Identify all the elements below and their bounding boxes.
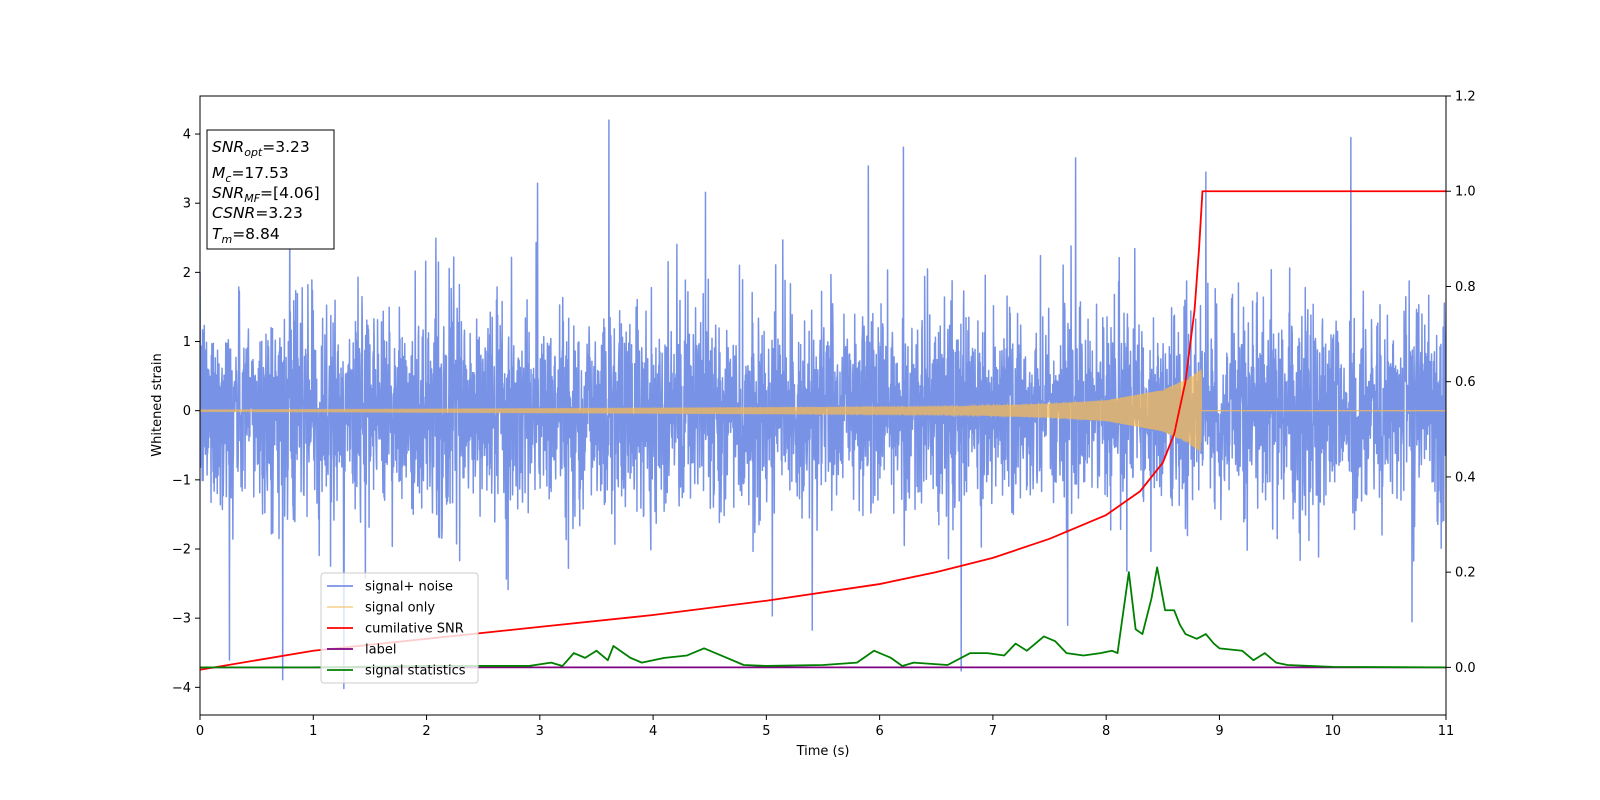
x-tick-label: 11 [1438,724,1455,739]
annotation-line: SNRMF=[4.06] [212,184,320,205]
legend-entry: label [365,643,396,658]
x-tick-label: 4 [649,724,657,739]
annotation-line: Mc=17.53 [212,164,289,185]
annotation-line: Tm=8.84 [212,225,280,246]
annotation-subscript: m [221,233,232,246]
annotation-frame [206,129,335,250]
legend-entry: signal+ noise [365,580,453,595]
annotation-symbol: T [212,225,223,243]
y-left-tick-label: −1 [172,473,191,488]
y-left-tick-label: 0 [183,404,191,419]
y-right-axis-ticks: 0.0 0.2 0.4 0.6 0.8 1.0 1.2 [1446,90,1476,676]
series-signal-only [200,369,1446,452]
x-tick-label: 10 [1324,724,1341,739]
y-right-tick-label: 1.2 [1455,90,1476,105]
y-left-tick-label: −4 [172,681,191,696]
annotation-box: SNRopt=3.23Mc=17.53SNRMF=[4.06]CSNR=3.23… [206,129,335,250]
legend-entry: cumilative SNR [365,622,464,637]
x-tick-label: 8 [1102,724,1110,739]
annotation-subscript: c [225,172,231,185]
annotation-value: =17.53 [231,164,288,182]
x-tick-label: 5 [762,724,770,739]
x-tick-label: 3 [536,724,544,739]
legend-entry: signal statistics [365,664,466,679]
annotation-symbol: M [212,164,225,182]
x-tick-label: 2 [422,724,430,739]
x-tick-label: 1 [309,724,317,739]
y-left-tick-label: 4 [183,128,191,143]
annotation-symbol: SNR [212,138,244,156]
signal-statistics-line [200,566,1446,669]
y-right-tick-label: 0.8 [1455,280,1476,295]
y-right-tick-label: 0.2 [1455,566,1476,581]
series-signal-statistics [200,566,1446,669]
signal-only-line [200,369,1446,452]
annotation-subscript: MF [244,192,260,205]
y-right-tick-label: 0.6 [1455,375,1476,390]
x-axis-label: Time (s) [796,744,850,759]
y-left-axis-ticks: −4 −3 −2 −1 0 1 2 3 4 [172,128,200,696]
x-tick-label: 7 [989,724,997,739]
y-left-tick-label: 3 [183,197,191,212]
series-signal-plus-noise [200,119,1446,690]
legend-frame [320,572,479,684]
signal-plus-noise-line [200,119,1446,690]
annotation-value: =[4.06] [260,184,320,202]
annotation-value: =8.84 [232,225,280,243]
annotation-symbol: CSNR [212,204,255,222]
y-left-tick-label: 2 [183,266,191,281]
x-axis-ticks: 0 1 2 3 4 5 6 7 8 9 10 11 [196,715,1454,739]
annotation-value: =3.23 [255,204,303,222]
legend: signal+ noise signal only cumilative SNR la… [320,572,479,684]
plot-frame [199,95,1447,716]
x-tick-label: 6 [875,724,883,739]
annotation-symbol: SNR [212,184,244,202]
y-left-tick-label: −3 [172,612,191,627]
annotation-line: CSNR=3.23 [212,204,303,222]
series-cumilative-snr [200,190,1446,671]
y-axis-label: Whitened strain [150,353,165,456]
legend-entry: signal only [365,601,435,616]
x-tick-label: 9 [1215,724,1223,739]
y-right-tick-label: 0.0 [1455,661,1476,676]
y-right-tick-label: 0.4 [1455,470,1476,485]
y-right-tick-label: 1.0 [1455,185,1476,200]
annotation-line: SNRopt=3.23 [212,138,310,159]
x-tick-label: 0 [196,724,204,739]
annotation-subscript: opt [244,146,263,159]
y-left-tick-label: 1 [183,335,191,350]
annotation-value: =3.23 [262,138,310,156]
cumilative-snr-line [200,190,1446,671]
y-left-tick-label: −2 [172,543,191,558]
